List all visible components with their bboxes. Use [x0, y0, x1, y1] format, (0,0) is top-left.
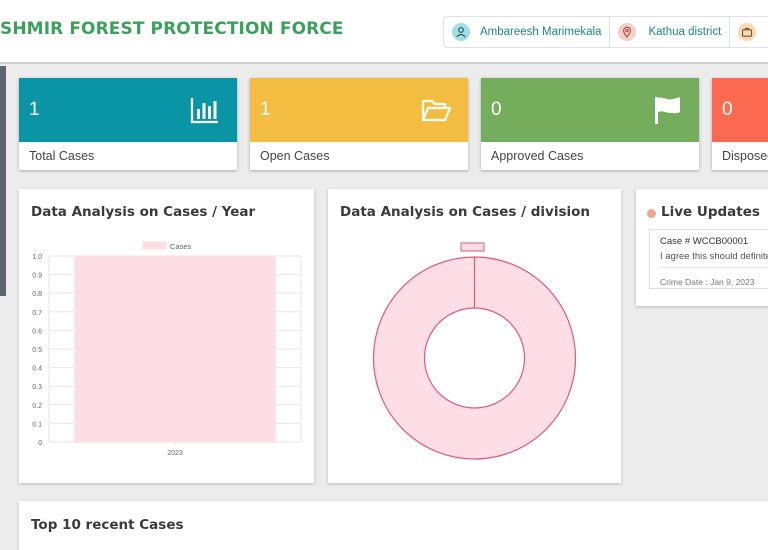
page-title: SHMIR FOREST PROTECTION FORCE	[0, 19, 344, 39]
chart-legend: Cases	[142, 241, 192, 251]
user-icon	[452, 23, 470, 41]
legend-label: Cases	[170, 242, 192, 251]
x-tick-label: 2023	[167, 450, 183, 457]
location-pin-icon	[618, 23, 637, 41]
user-name: Ambareesh Marimekala	[480, 26, 602, 38]
flag-icon	[655, 97, 680, 124]
card-title: Top 10 recent Cases	[31, 517, 184, 533]
stat-label: Disposed	[722, 149, 768, 163]
live-indicator-dot	[647, 209, 656, 218]
y-tick-label: 0.6	[32, 328, 42, 335]
stat-card-total-cases[interactable]: 1 Total Cases	[19, 78, 237, 170]
stat-band: 0	[481, 78, 699, 142]
legend-swatch	[142, 241, 167, 250]
cases-per-year-card: Data Analysis on Cases / Year Cases 1.0 0.…	[19, 189, 314, 483]
stat-card-approved-cases[interactable]: 0 Approved Cases	[481, 78, 699, 170]
bar-chart-icon	[190, 98, 218, 124]
crime-date: Crime Date : Jan 9, 2023	[660, 277, 755, 287]
live-updates-card: Live Updates Case # WCCB00001 I agree th…	[636, 189, 768, 306]
update-message: I agree this should definite	[660, 251, 768, 262]
cases-per-division-chart	[372, 242, 577, 460]
recent-cases-card: Top 10 recent Cases	[19, 501, 768, 550]
live-updates-title: Live Updates	[661, 204, 760, 220]
stat-value: 0	[722, 99, 733, 120]
legend-swatch	[460, 242, 485, 252]
card-title: Data Analysis on Cases / division	[340, 204, 591, 220]
slice-inner-border	[423, 307, 526, 409]
y-tick-label: 0.4	[32, 366, 42, 373]
stat-value: 0	[491, 99, 502, 120]
cases-per-year-chart: Cases 1.0 0.9 0.8 0.7 0.6 0.5 0.4 0.3 0.2 0.1 0 2023	[32, 241, 302, 457]
briefcase-icon	[738, 23, 757, 41]
y-tick-label: 0	[38, 440, 42, 447]
bar	[74, 256, 276, 442]
stat-value: 1	[260, 99, 271, 120]
stat-label: Open Cases	[260, 149, 330, 163]
y-tick-label: 0.9	[32, 273, 42, 280]
folder-open-icon	[421, 99, 452, 122]
divider	[660, 267, 768, 268]
user-menu[interactable]: Ambareesh Marimekala	[444, 17, 611, 47]
stat-band: 0	[712, 78, 768, 142]
stat-band: 1	[19, 78, 237, 142]
y-tick-label: 0.1	[32, 421, 42, 428]
briefcase-menu[interactable]	[730, 17, 764, 47]
stat-value: 1	[29, 99, 40, 120]
stat-label: Total Cases	[29, 149, 95, 163]
sidebar-collapsed-strip[interactable]	[0, 66, 6, 296]
card-title: Data Analysis on Cases / Year	[31, 204, 256, 220]
y-tick-label: 0.2	[32, 403, 42, 410]
y-tick-label: 1.0	[32, 254, 42, 261]
user-info-bar: Ambareesh Marimekala Kathua district	[443, 16, 768, 48]
stat-band: 1	[250, 78, 468, 142]
stat-card-open-cases[interactable]: 1 Open Cases	[250, 78, 468, 170]
y-tick-label: 0.7	[32, 310, 42, 317]
stat-card-disposed-cases[interactable]: 0 Disposed	[712, 78, 768, 170]
top-navbar: SHMIR FOREST PROTECTION FORCE Ambareesh …	[0, 0, 768, 64]
y-tick-label: 0.8	[32, 291, 42, 298]
cases-per-division-card: Data Analysis on Cases / division	[328, 189, 621, 483]
district-selector[interactable]: Kathua district	[610, 17, 731, 47]
live-update-item[interactable]: Case # WCCB00001 I agree this should def…	[649, 229, 768, 289]
y-tick-label: 0.3	[32, 384, 42, 391]
district-name: Kathua district	[648, 26, 722, 38]
y-tick-label: 0.5	[32, 347, 42, 354]
case-number: Case # WCCB00001	[660, 236, 749, 247]
doughnut-slice	[373, 257, 576, 459]
stat-label: Approved Cases	[491, 149, 584, 163]
